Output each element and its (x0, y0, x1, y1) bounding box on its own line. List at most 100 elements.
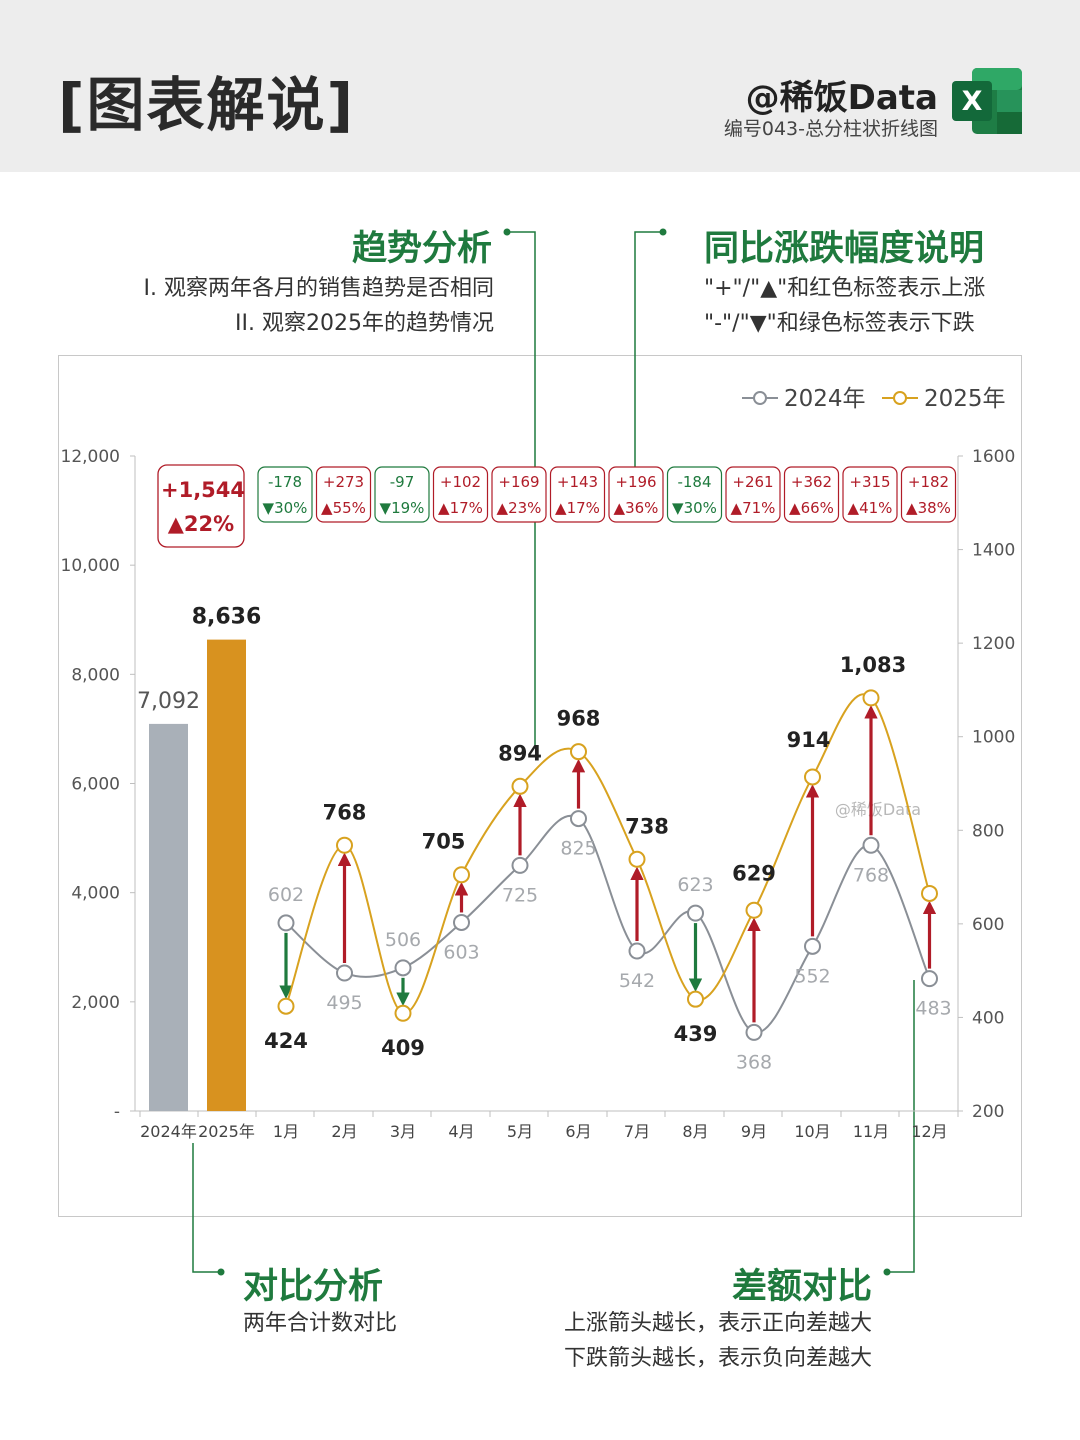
monthly-diff-label: -184 (677, 473, 711, 491)
right-axis-tick-label: 400 (972, 1008, 1004, 1028)
monthly-diff-label: +362 (791, 473, 832, 491)
x-axis-month-label: 8月 (682, 1122, 708, 1141)
yoy-change-line-2: "-"/"▼"和绿色标签表示下跌 (704, 311, 975, 336)
legend-marker (893, 391, 907, 405)
monthly-diff-box (491, 466, 547, 523)
annotation-leaders (192, 228, 915, 1276)
series-point-2024 (336, 964, 353, 982)
data-label-2025: 1,083 (840, 653, 906, 677)
x-axis-category-label: 2025年 (198, 1122, 255, 1141)
right-axis-tick-label: 200 (972, 1102, 1004, 1122)
data-label-2024: 483 (915, 998, 951, 1020)
x-axis-month-label: 1月 (273, 1122, 299, 1141)
series-point-2024 (511, 856, 529, 874)
series-line-2025 (285, 693, 931, 1015)
data-label-2024: 495 (326, 992, 362, 1014)
monthly-diff-label: +169 (498, 473, 539, 491)
page-title: [图表解说] (58, 71, 356, 139)
left-axis-tick-label: 8,000 (71, 665, 120, 685)
total-bar-2025年 (207, 639, 246, 1111)
legend-label: 2024年 (784, 386, 866, 412)
data-label-2024: 552 (794, 965, 830, 987)
series-point-2025 (804, 768, 821, 786)
monthly-diff-label: +315 (849, 473, 890, 491)
data-label-2024: 603 (443, 941, 479, 963)
data-label-2025: 629 (732, 861, 776, 885)
difference-compare-title: 差额对比 (731, 1267, 872, 1307)
series-point-2025 (628, 850, 646, 868)
monthly-pct-label: ▼30% (672, 499, 717, 517)
left-axis-tick-label: 4,000 (71, 884, 120, 904)
series-point-2025 (453, 866, 470, 884)
monthly-diff-label: +143 (557, 473, 598, 491)
difference-compare-line-1: 上涨箭头越长，表示正向差越大 (563, 1311, 872, 1336)
legend-label: 2025年 (924, 386, 1006, 412)
series-point-2024 (394, 959, 412, 977)
monthly-diff-label: +261 (732, 473, 773, 491)
data-label-2025: 705 (422, 830, 466, 854)
trend-analysis-title: 趋势分析 (351, 229, 492, 269)
data-label-2024: 623 (677, 874, 713, 896)
x-axis-month-label: 12月 (911, 1122, 947, 1141)
x-axis-month-label: 11月 (853, 1122, 889, 1141)
trend-analysis-line-2: II. 观察2025年的趋势情况 (235, 311, 494, 336)
series-point-2025 (745, 901, 763, 919)
right-axis-tick-label: 1400 (972, 541, 1015, 561)
series-point-2024 (921, 970, 938, 988)
right-axis-tick-label: 1200 (972, 634, 1015, 654)
data-label-2025: 894 (498, 741, 542, 765)
brand-name: @稀饭Data (745, 78, 938, 118)
left-axis-tick-label: 10,000 (61, 556, 120, 576)
series-point-2025 (511, 777, 529, 795)
data-label-2025: 424 (264, 1029, 308, 1053)
series-point-2025 (394, 1004, 412, 1022)
monthly-pct-label: ▲55% (321, 499, 366, 517)
total-diff-box (157, 464, 245, 548)
monthly-diff-box (374, 466, 430, 523)
compare-analysis-line-1: 两年合计数对比 (243, 1311, 398, 1336)
left-axis-tick-label: 2,000 (71, 993, 120, 1013)
legend-marker (753, 391, 767, 405)
compare-analysis-title: 对比分析 (243, 1267, 384, 1307)
x-axis-month-label: 9月 (741, 1122, 767, 1141)
trend-analysis-line-1: I. 观察两年各月的销售趋势是否相同 (143, 276, 494, 301)
series-point-2024 (570, 810, 587, 828)
total-bar-label: 7,092 (137, 689, 200, 714)
chart-code-subtitle: 编号043-总分柱状折线图 (723, 118, 938, 140)
monthly-diff-box (315, 466, 372, 523)
series-point-2024 (745, 1023, 763, 1041)
monthly-diff-box (783, 466, 840, 523)
monthly-diff-label: -178 (268, 473, 302, 491)
monthly-pct-label: ▲17% (555, 499, 600, 517)
total-bar-2024年 (149, 723, 188, 1111)
series-point-2025 (687, 990, 704, 1008)
excel-icon: X (952, 68, 1022, 134)
monthly-pct-label: ▲66% (789, 499, 834, 517)
data-label-2025: 738 (625, 814, 669, 838)
x-axis-month-label: 5月 (507, 1122, 533, 1141)
x-axis-category-label: 2024年 (140, 1122, 197, 1141)
x-axis-month-label: 10月 (794, 1122, 830, 1141)
right-axis-tick-label: 1000 (972, 728, 1015, 748)
data-label-2025: 968 (557, 707, 601, 731)
series-point-2025 (336, 836, 353, 854)
data-label-2024: 768 (853, 864, 889, 886)
data-label-2024: 725 (502, 884, 538, 906)
total-diff-label: +1,544 (161, 478, 245, 502)
series-point-2025 (277, 997, 295, 1015)
monthly-diff-label: +182 (908, 473, 949, 491)
watermark-text: @稀饭Data (835, 800, 921, 819)
total-bar-label: 8,636 (192, 605, 262, 630)
right-axis-tick-label: 1600 (972, 447, 1015, 467)
right-axis-tick-label: 800 (972, 821, 1004, 841)
monthly-pct-label: ▲23% (497, 499, 542, 517)
series-point-2025 (862, 689, 880, 707)
header-band (0, 0, 1080, 172)
x-axis-month-label: 4月 (448, 1122, 474, 1141)
difference-compare-line-2: 下跌箭头越长，表示负向差越大 (563, 1346, 872, 1371)
monthly-pct-label: ▼19% (380, 499, 425, 517)
monthly-diff-box (725, 466, 781, 523)
monthly-diff-label: +102 (440, 473, 481, 491)
data-label-2024: 825 (560, 838, 596, 860)
x-axis-month-label: 6月 (565, 1122, 591, 1141)
